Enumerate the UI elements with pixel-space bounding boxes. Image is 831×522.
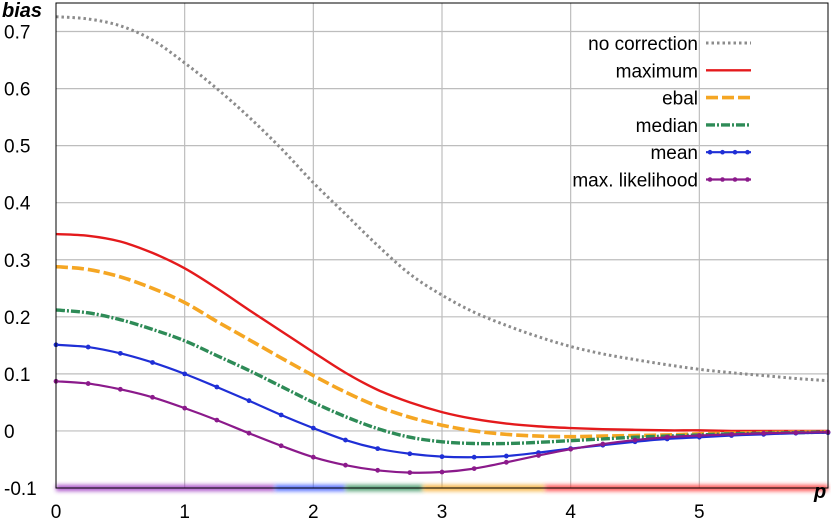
series-maximum — [55, 232, 828, 433]
legend-label: median — [636, 116, 698, 137]
data-point — [117, 386, 123, 392]
data-point — [696, 433, 702, 438]
legend-marker — [745, 149, 750, 155]
data-point — [793, 430, 799, 436]
data-point — [182, 371, 188, 377]
x-tick-labels: 0 1 2 3 4 5 — [51, 502, 705, 522]
legend-marker — [707, 149, 713, 155]
legend-entry-median: median — [636, 116, 751, 137]
data-point — [375, 467, 381, 473]
data-point — [214, 417, 220, 423]
legend-entry-no-correction: no correction — [588, 34, 751, 55]
series-line-no-correction — [55, 15, 829, 383]
data-point — [729, 431, 734, 437]
data-point — [150, 394, 155, 400]
data-point — [439, 454, 445, 460]
grid — [56, 3, 828, 488]
y-tick-labels: -0.1 0 0.1 0.2 0.3 0.4 0.5 0.6 0.7 — [4, 23, 37, 500]
series-line-maximum — [55, 232, 828, 433]
data-point — [439, 469, 445, 475]
data-point — [536, 453, 541, 458]
legend-label: maximum — [616, 61, 698, 82]
x-tick-label: 3 — [437, 502, 448, 522]
data-point — [246, 430, 252, 436]
data-point — [664, 434, 670, 440]
y-tick-label: 0.3 — [4, 251, 30, 272]
legend-entry-ebal: ebal — [662, 89, 751, 110]
data-point — [761, 430, 767, 436]
data-point — [310, 425, 316, 431]
legend: no correction maximum ebal median mean max. l… — [572, 34, 751, 192]
data-point — [343, 437, 348, 443]
x-axis-title: p — [813, 481, 826, 503]
data-point — [310, 454, 316, 460]
legend-marker — [745, 177, 750, 182]
y-tick-label: 0.4 — [4, 194, 31, 215]
data-point — [503, 459, 509, 465]
legend-entry-mean: mean — [650, 143, 751, 164]
data-point — [407, 470, 413, 475]
legend-label: mean — [650, 143, 698, 164]
y-tick-label: 0.2 — [4, 308, 30, 329]
series-lines — [53, 15, 831, 475]
legend-entry-maximum: maximum — [616, 61, 751, 82]
data-point — [568, 446, 574, 452]
y-tick-label: -0.1 — [4, 479, 37, 500]
x-tick-label: 5 — [694, 502, 705, 522]
data-point — [214, 384, 220, 390]
y-tick-label: 0.6 — [4, 80, 30, 101]
y-tick-label: 0.7 — [4, 23, 30, 44]
data-point — [85, 381, 91, 386]
x-tick-label: 0 — [51, 502, 62, 522]
data-point — [471, 454, 477, 460]
data-point — [503, 453, 509, 459]
series-max-likelihood — [53, 378, 831, 475]
legend-marker — [707, 177, 713, 182]
legend-label: ebal — [662, 89, 698, 110]
data-point — [85, 344, 91, 350]
series-no-correction — [55, 15, 829, 383]
legend-marker — [720, 177, 725, 182]
legend-label: no correction — [588, 34, 698, 55]
data-point — [150, 360, 155, 365]
data-point — [471, 466, 477, 471]
axes — [55, 2, 829, 489]
y-axis-title: bias — [2, 0, 42, 22]
legend-marker — [732, 177, 738, 182]
legend-marker — [720, 149, 725, 155]
x-tick-label: 2 — [308, 502, 319, 522]
data-point — [278, 412, 284, 418]
plot-frame — [55, 2, 829, 489]
data-point — [182, 405, 188, 411]
x-tick-label: 4 — [565, 502, 576, 522]
data-point — [246, 398, 252, 404]
legend-marker — [732, 149, 738, 155]
x-tick-label: 1 — [179, 502, 190, 522]
data-point — [632, 437, 638, 443]
y-tick-label: 0 — [4, 422, 15, 443]
data-point — [407, 451, 413, 457]
legend-label: max. likelihood — [572, 171, 698, 192]
data-point — [343, 462, 348, 468]
data-point — [117, 350, 123, 356]
data-point — [375, 446, 381, 452]
legend-entry-max-likelihood: max. likelihood — [572, 171, 751, 192]
data-point — [600, 441, 606, 447]
y-tick-label: 0.1 — [4, 365, 30, 386]
y-tick-label: 0.5 — [4, 137, 30, 158]
data-point — [278, 443, 284, 449]
